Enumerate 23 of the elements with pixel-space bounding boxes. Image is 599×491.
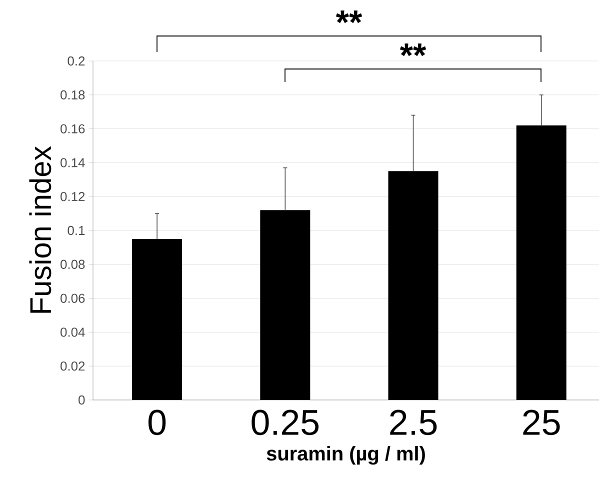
y-tick-label: 0.18: [60, 90, 85, 100]
y-tick-label: 0: [78, 395, 85, 405]
x-tick-label: 25: [523, 410, 560, 436]
y-tick-label: 0.1: [68, 226, 85, 236]
y-tick-label: 0.16: [60, 124, 85, 134]
bar: [516, 125, 566, 400]
bar: [388, 171, 438, 400]
text: **: [400, 43, 426, 56]
y-tick-label: 0.04: [60, 328, 85, 337]
y-tick-label: 0.08: [60, 260, 85, 269]
x-tick-label: 0.25: [252, 410, 319, 436]
x-tick-label: 2.5: [390, 410, 437, 436]
x-tick-label: 0: [148, 410, 166, 436]
y-axis-title: Fusion index: [29, 146, 52, 313]
bar: [260, 210, 310, 400]
bar: [132, 238, 182, 400]
text: **: [336, 10, 362, 24]
y-tick-label: 0.02: [60, 361, 85, 371]
y-tick-label: 0.2: [68, 56, 85, 66]
y-tick-label: 0.14: [60, 158, 85, 168]
x-axis-title: suramin (µg / ml): [266, 446, 425, 465]
y-tick-label: 0.12: [60, 192, 85, 202]
y-tick-label: 0.06: [60, 294, 85, 303]
